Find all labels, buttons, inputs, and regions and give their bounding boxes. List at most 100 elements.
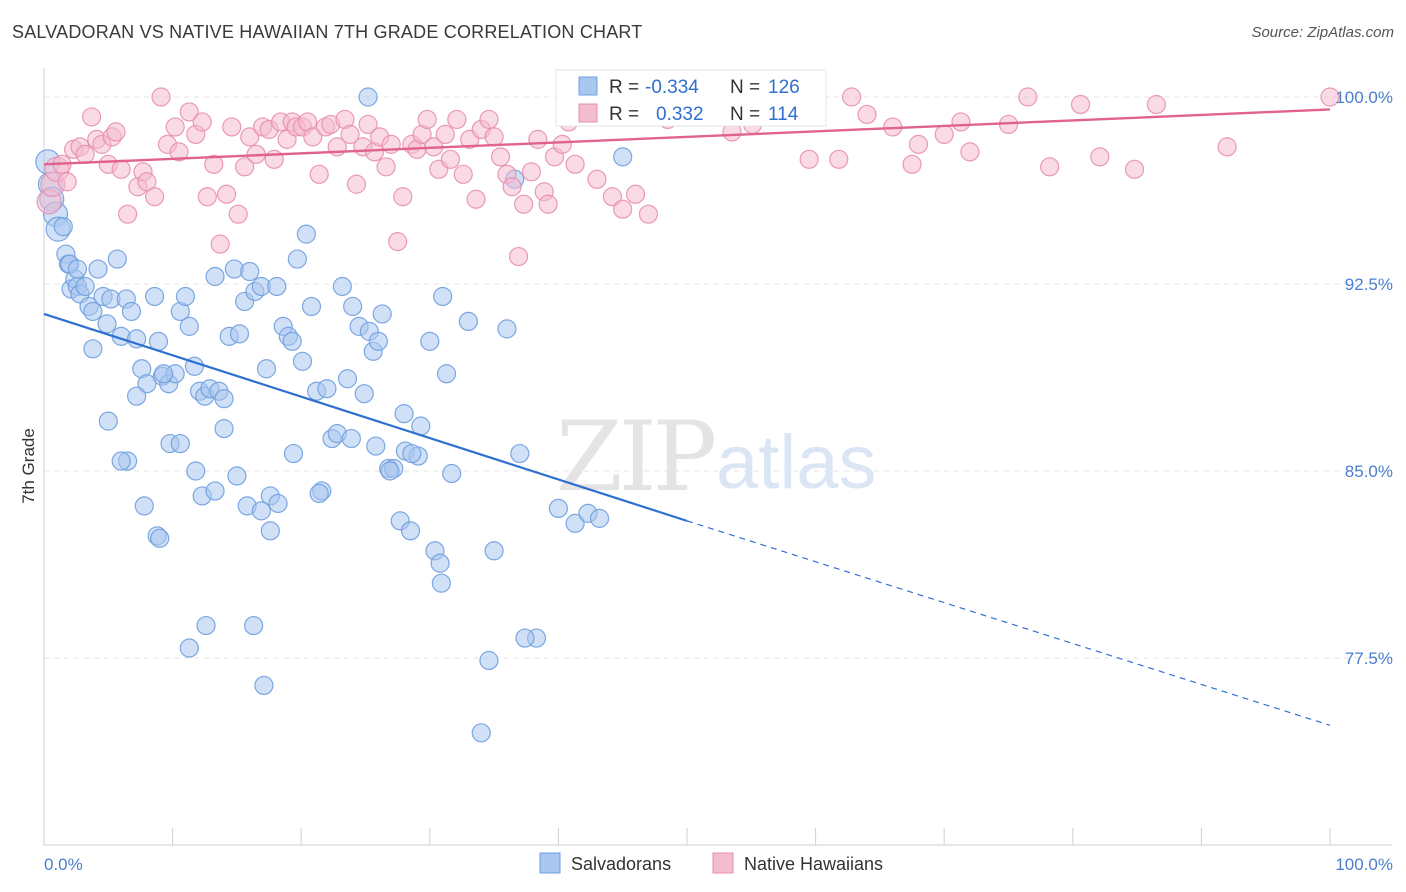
salvadorans-point-28 (144, 286, 165, 307)
axes (43, 68, 1392, 846)
watermark-atlas: atlas (716, 420, 877, 505)
salvadorans-point-86 (471, 723, 491, 743)
hawaiians-point-94 (625, 184, 646, 204)
salvadorans-point-128 (153, 364, 174, 384)
salvadorans-point-122 (380, 461, 400, 481)
salvadorans-point-130 (83, 339, 103, 359)
hawaiians-point-81 (521, 162, 541, 182)
salvadorans-point-120 (341, 428, 361, 449)
salvadorans-point-98 (613, 147, 633, 167)
salvadorans-point-129 (111, 451, 131, 471)
salvadorans-point-34 (175, 286, 196, 307)
trend-line-hawaiians (43, 108, 1331, 166)
salvadorans-point-12 (75, 276, 95, 297)
salvadorans-point-126 (515, 628, 535, 648)
hawaiians-point-33 (235, 157, 255, 177)
hawaiians-point-114 (1124, 159, 1145, 179)
salvadorans-point-111 (227, 466, 247, 486)
hawaiians-point-15 (117, 204, 138, 224)
salvadorans-point-131 (126, 386, 147, 406)
salvadorans-point-84 (442, 463, 462, 484)
hawaiians-point-113 (1090, 147, 1110, 167)
hawaiians-point-88 (565, 154, 585, 174)
hawaiians-point-22 (165, 117, 185, 137)
salvadorans-point-127 (358, 87, 378, 107)
hawaiians-point-20 (151, 87, 171, 107)
hawaiians-point-28 (204, 154, 224, 174)
salvadorans-point-80 (420, 331, 440, 351)
legend-n-label-1: N = (730, 77, 760, 98)
hawaiians-point-92 (602, 187, 623, 207)
legend-r-label-1: R = (609, 77, 639, 98)
hawaiians-point-4 (57, 172, 77, 192)
legend-frame (555, 69, 827, 127)
bottom-legend: Salvadorans Native Hawaiians (539, 852, 883, 874)
salvadorans-point-83 (433, 286, 453, 307)
hawaiians-point-29 (210, 234, 230, 254)
salvadorans-point-47 (240, 261, 260, 282)
salvadorans-point-115 (254, 675, 274, 696)
salvadorans-point-24 (121, 301, 142, 322)
legend-swatch-hawaiians (578, 103, 598, 123)
hawaiians-point-64 (417, 109, 437, 130)
hawaiians-point-103 (829, 149, 849, 169)
hawaiians-point-78 (502, 177, 522, 197)
salvadorans-point-134 (150, 528, 170, 548)
hawaiians-point-84 (538, 194, 558, 214)
salvadorans-point-93 (565, 513, 585, 533)
salvadorans-point-73 (372, 304, 392, 324)
y-tick-labels: 100.0% 92.5% 85.0% 77.5% (1335, 88, 1393, 668)
salvadorans-point-67 (343, 296, 363, 317)
y-tick-label-0: 100.0% (1335, 88, 1393, 107)
hawaiians-point-27 (197, 187, 217, 207)
salvadorans-point-123 (402, 443, 422, 464)
salvadorans-point-102 (134, 496, 154, 516)
hawaiians-point-13 (106, 122, 126, 142)
salvadorans-point-27 (137, 374, 157, 394)
legend-r-value-1: -0.334 (645, 77, 699, 98)
hawaiians-point-116 (1320, 87, 1340, 107)
salvadorans-point-100 (98, 411, 118, 431)
hawaiians-point-121 (902, 154, 922, 174)
legend: R = -0.334 N = 126 R = 0.332 N = 114 (555, 69, 827, 127)
hawaiians-point-91 (587, 169, 607, 189)
hawaiians-point-86 (552, 134, 572, 154)
hawaiians-point-108 (960, 142, 980, 162)
bottom-legend-hawaiians: Native Hawaiians (744, 854, 883, 874)
salvadorans-point-50 (256, 359, 277, 379)
hawaiians-point-19 (144, 187, 165, 207)
salvadorans-point-45 (229, 324, 250, 344)
salvadorans-point-132 (186, 461, 206, 481)
salvadorans-point-87 (479, 650, 499, 671)
salvadorans-point-125 (431, 573, 451, 593)
y-axis-label: 7th Grade (19, 428, 38, 504)
salvadorans-point-57 (292, 351, 313, 371)
hawaiians-point-45 (303, 127, 323, 147)
hawaiians-point-111 (1040, 157, 1060, 177)
hawaiians-point-8 (81, 107, 102, 127)
hawaiians-point-52 (346, 174, 367, 194)
chart-title: SALVADORAN VS NATIVE HAWAIIAN 7TH GRADE … (12, 22, 643, 42)
salvadorans-point-116 (260, 521, 280, 541)
trend-line-salvadorans-extension (686, 520, 1331, 726)
salvadorans-point-117 (268, 493, 288, 514)
hawaiians-point-122 (951, 112, 971, 132)
legend-n-value-2: 114 (768, 104, 799, 125)
salvadorans-point-108 (196, 615, 216, 636)
hawaiians-point-60 (393, 187, 413, 207)
watermark-zip: ZIP (556, 401, 715, 513)
hawaiians-point-7 (75, 144, 95, 164)
salvadorans-point-17 (88, 259, 108, 279)
salvadorans-point-89 (497, 319, 517, 339)
salvadorans-point-105 (170, 433, 190, 454)
hawaiians-point-120 (842, 87, 862, 107)
y-tick-label-1: 92.5% (1345, 275, 1393, 294)
salvadorans-point-96 (589, 508, 610, 528)
salvadorans-point-109 (205, 481, 225, 501)
salvadorans-point-21 (107, 249, 127, 269)
hawaiians-point-82 (528, 129, 548, 149)
salvadorans-point-42 (214, 389, 234, 409)
salvadorans-point-133 (394, 404, 414, 424)
bottom-legend-salvadorans: Salvadorans (571, 854, 671, 874)
